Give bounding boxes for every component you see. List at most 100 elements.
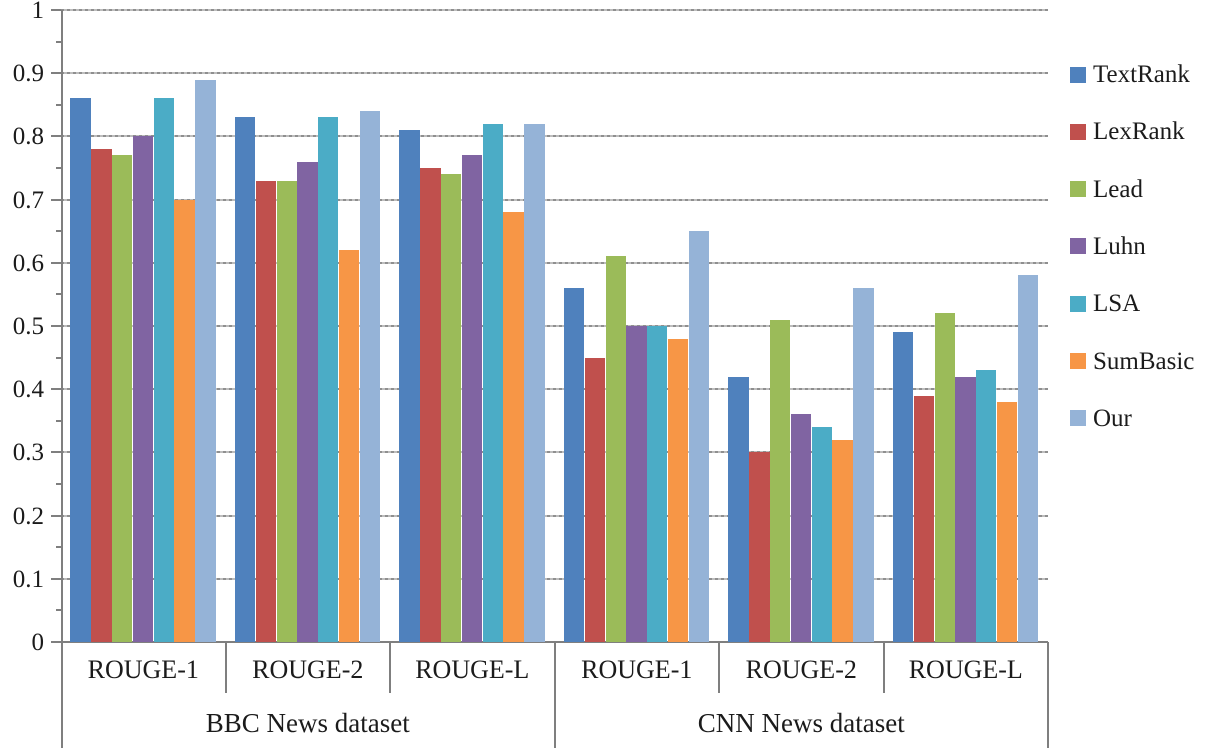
bar-sumbasic-rouge-1-bbc xyxy=(174,199,195,642)
bar-lsa-rouge-2-cnn xyxy=(811,427,832,642)
x-axis-line xyxy=(52,641,1048,643)
legend-item-lead: Lead xyxy=(1070,177,1143,202)
major-tick xyxy=(51,135,61,138)
major-gridline xyxy=(61,451,1048,454)
bar-lexrank-rouge-1-cnn xyxy=(584,357,606,642)
bar-lexrank-rouge-l-cnn xyxy=(913,395,935,642)
y-tick-label: 0.7 xyxy=(12,186,44,214)
bar-lexrank-rouge-2-cnn xyxy=(749,452,770,642)
bar-lsa-rouge-2-bbc xyxy=(318,117,339,642)
major-gridline xyxy=(61,9,1048,11)
category-label: ROUGE-L xyxy=(415,655,530,684)
major-tick xyxy=(51,451,61,454)
legend-item-our: Our xyxy=(1070,406,1132,431)
legend-swatch-icon xyxy=(1070,410,1086,427)
y-tick-label: 0.5 xyxy=(12,313,44,340)
bar-lsa-rouge-l-cnn xyxy=(976,370,997,642)
category-separator xyxy=(224,642,227,693)
dataset-separator xyxy=(553,642,556,748)
bar-textrank-rouge-2-cnn xyxy=(728,376,749,642)
major-gridline xyxy=(61,514,1048,517)
category-label: ROUGE-1 xyxy=(581,655,693,684)
major-tick xyxy=(51,261,61,264)
minor-tick xyxy=(56,419,61,422)
bar-lexrank-rouge-2-bbc xyxy=(255,180,277,642)
bar-luhn-rouge-1-bbc xyxy=(132,136,154,642)
category-separator xyxy=(389,642,391,693)
y-tick-label: 1 xyxy=(31,0,45,24)
bar-our-rouge-1-bbc xyxy=(195,79,216,642)
bar-lsa-rouge-1-cnn xyxy=(647,326,668,642)
bar-sumbasic-rouge-1-cnn xyxy=(667,338,689,642)
major-gridline xyxy=(61,72,1048,75)
legend-swatch-icon xyxy=(1070,353,1086,369)
bar-our-rouge-2-cnn xyxy=(853,288,874,642)
legend-item-lexrank: LexRank xyxy=(1070,119,1185,144)
major-tick xyxy=(51,72,61,75)
major-gridline xyxy=(61,198,1048,201)
legend-label: Our xyxy=(1093,404,1132,432)
bar-lead-rouge-l-cnn xyxy=(934,313,955,642)
legend-label: LSA xyxy=(1093,290,1141,318)
bar-textrank-rouge-l-bbc xyxy=(399,130,420,642)
bar-luhn-rouge-1-cnn xyxy=(626,326,647,642)
minor-tick xyxy=(56,40,61,43)
bar-lsa-rouge-1-bbc xyxy=(153,98,174,642)
legend-label: Luhn xyxy=(1093,232,1146,260)
legend-item-textrank: TextRank xyxy=(1070,62,1190,87)
legend-label: Lead xyxy=(1093,175,1143,203)
bar-lsa-rouge-l-bbc xyxy=(482,123,503,642)
major-gridline xyxy=(61,135,1048,138)
category-label: ROUGE-L xyxy=(908,655,1023,684)
bar-lexrank-rouge-1-bbc xyxy=(91,149,112,642)
major-gridline xyxy=(61,261,1048,264)
minor-tick xyxy=(56,483,61,485)
major-tick xyxy=(51,514,61,517)
bar-lead-rouge-2-bbc xyxy=(276,180,297,642)
legend-item-lsa: LSA xyxy=(1070,291,1140,316)
axis-right-border xyxy=(1047,642,1049,748)
y-tick-label: 0.3 xyxy=(12,439,44,467)
legend-swatch-icon xyxy=(1070,181,1086,198)
major-tick xyxy=(51,198,61,201)
major-gridline xyxy=(61,325,1048,327)
bar-luhn-rouge-2-cnn xyxy=(790,414,812,642)
y-tick-label: 0.9 xyxy=(12,60,44,88)
legend-swatch-icon xyxy=(1070,66,1086,83)
major-gridline xyxy=(61,577,1048,580)
bar-lexrank-rouge-l-bbc xyxy=(420,168,441,642)
bar-luhn-rouge-l-cnn xyxy=(955,376,976,642)
bar-textrank-rouge-2-bbc xyxy=(234,117,256,642)
minor-tick xyxy=(56,103,61,106)
bar-sumbasic-rouge-2-cnn xyxy=(832,439,853,642)
major-tick xyxy=(51,577,61,580)
bar-sumbasic-rouge-l-bbc xyxy=(503,212,524,642)
category-label: ROUGE-1 xyxy=(87,655,199,684)
bar-lead-rouge-l-bbc xyxy=(441,174,462,642)
legend-swatch-icon xyxy=(1070,295,1086,312)
y-tick-label: 0.4 xyxy=(12,376,44,404)
y-axis-line xyxy=(61,10,63,748)
bar-textrank-rouge-1-cnn xyxy=(563,288,585,642)
legend-item-luhn: Luhn xyxy=(1070,234,1146,259)
bar-sumbasic-rouge-l-cnn xyxy=(996,401,1018,642)
minor-tick xyxy=(56,167,61,169)
category-label: ROUGE-2 xyxy=(745,655,857,684)
bar-lead-rouge-2-cnn xyxy=(770,319,791,642)
bar-our-rouge-2-bbc xyxy=(359,111,381,642)
legend-swatch-icon xyxy=(1070,123,1086,140)
minor-tick xyxy=(56,230,61,233)
bar-lead-rouge-1-bbc xyxy=(112,155,133,642)
y-tick-label: 0.2 xyxy=(12,502,44,530)
bar-luhn-rouge-l-bbc xyxy=(461,155,483,642)
y-tick-label: 0 xyxy=(31,629,45,656)
y-tick-label: 0.1 xyxy=(12,565,44,593)
category-separator xyxy=(718,642,720,693)
major-tick xyxy=(51,388,61,391)
minor-tick xyxy=(56,356,61,359)
minor-tick xyxy=(56,546,61,549)
legend-item-sumbasic: SumBasic xyxy=(1070,349,1194,374)
minor-tick xyxy=(56,609,61,612)
bar-our-rouge-1-cnn xyxy=(688,231,710,642)
